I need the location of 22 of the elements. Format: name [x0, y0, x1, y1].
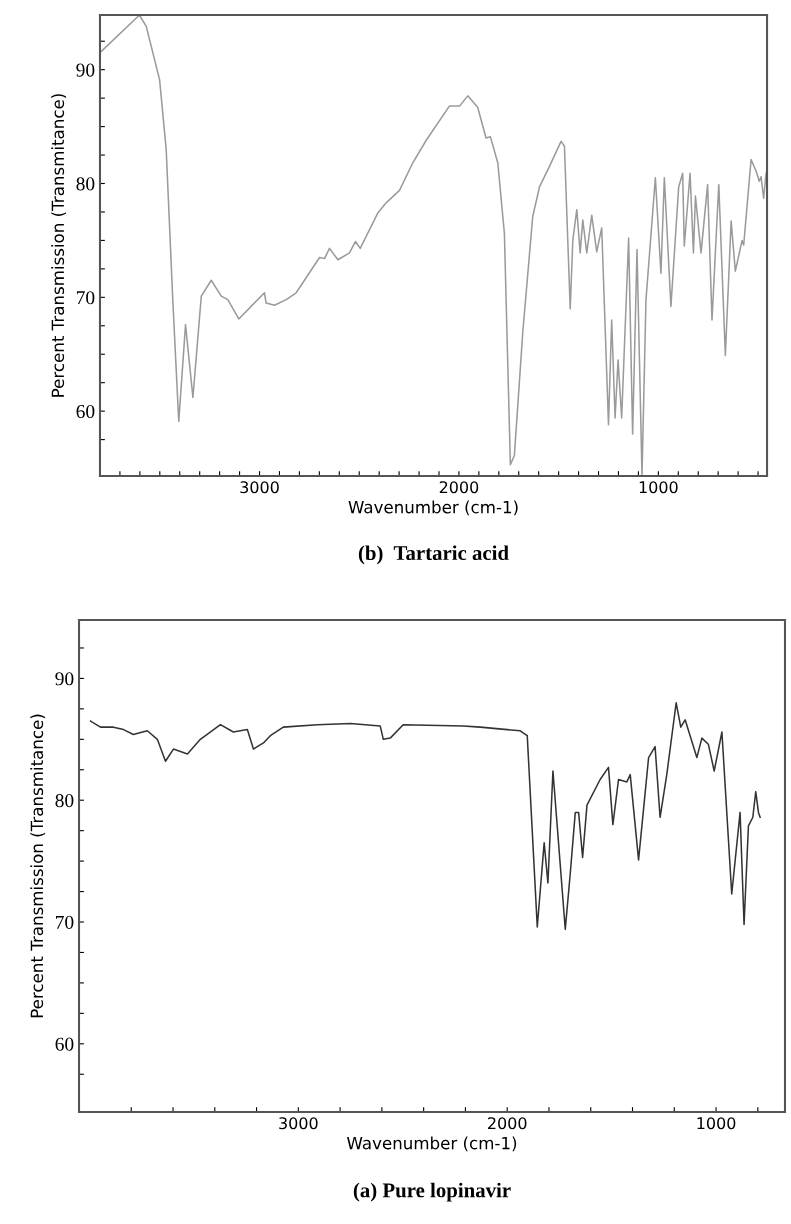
x-tick-label: 2000 — [488, 1117, 527, 1130]
line-series — [89, 702, 761, 931]
y-tick-label: 80 — [76, 177, 95, 191]
y-tick-label: 70 — [56, 915, 74, 929]
y-tick-label: 60 — [76, 404, 95, 419]
x-tick-label: 1000 — [697, 1117, 736, 1130]
y-tick-label: 60 — [55, 1037, 74, 1051]
y-axis-title: Percent Transmission (Transmitance) — [30, 714, 46, 1018]
text: (b) Tartaric acid — [358, 545, 509, 565]
x-tick-label: 1000 — [639, 481, 678, 494]
y-tick-label: 90 — [55, 672, 74, 686]
x-tick-label: 3000 — [240, 481, 279, 494]
x-tick-label: 3000 — [279, 1117, 318, 1130]
y-axis-title: Percent Transmission (Transmitance) — [51, 94, 67, 397]
line-series — [99, 15, 767, 476]
x-tick-label: 2000 — [439, 481, 479, 494]
text: (a) Pure lopinavir — [353, 1182, 511, 1202]
y-tick-label: 80 — [55, 794, 74, 808]
y-tick-label: 90 — [76, 63, 95, 77]
x-axis-title: Wavenumber (cm-1) — [348, 500, 518, 516]
y-tick-label: 70 — [76, 291, 95, 305]
x-axis-title: Wavenumber (cm-1) — [347, 1136, 517, 1152]
